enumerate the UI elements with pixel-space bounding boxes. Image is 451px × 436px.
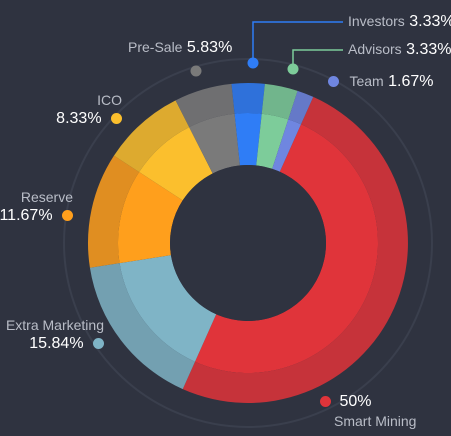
slice-outer-investors [231,83,265,114]
pre-sale-name: Pre-Sale [128,39,183,55]
ico-pct: 8.33% [56,110,102,127]
slice-outer-pre-sale [175,83,235,128]
slice-outer-advisors [261,83,298,120]
slice-inner-ico [139,127,213,201]
advisors-name: Advisors [348,41,402,57]
label-extra-marketing: Extra Marketing 15.84% [6,318,104,352]
smart-mining-pct: 50% [339,393,372,410]
advisors-dot [287,63,299,75]
advisors-leader-line [292,49,343,68]
reserve-dot [62,210,73,222]
slice-outer-smart-mining [182,96,408,403]
pre-sale-dot [190,65,202,77]
team-name: Team [349,73,384,89]
smart-mining-dot [320,396,331,408]
label-advisors: Advisors 3.33% [348,42,451,58]
investors-dot [247,57,259,69]
slice-outer-ico [113,100,190,173]
slice-inner-reserve [117,172,183,264]
slice-outer-extra-marketing [89,263,195,390]
extra-marketing-pct: 15.84% [29,335,84,352]
investors-pct: 3.33% [409,13,451,30]
outer-guide-ring [63,58,433,428]
ico-name: ICO [97,92,122,108]
team-pct: 1.67% [388,73,434,90]
slice-outer-reserve [88,155,140,268]
reserve-pct: 11.67% [0,207,53,224]
donut-hole [170,165,326,321]
team-dot [328,76,339,88]
investors-name: Investors [348,13,405,29]
extra-marketing-name: Extra Marketing [5,317,104,333]
slice-inner-pre-sale [189,113,240,174]
advisors-pct: 3.33% [406,41,451,58]
investors-leader-line [252,21,343,62]
slice-inner-advisors [256,113,289,169]
smart-mining-name: Smart Mining [334,413,417,429]
label-investors: Investors 3.33% [348,14,451,30]
slice-inner-smart-mining [194,124,379,374]
slice-inner-extra-marketing [119,255,217,362]
label-team: Team 1.67% [328,74,434,90]
label-reserve: Reserve 11.67% [0,190,73,224]
pre-sale-pct: 5.83% [186,39,233,56]
label-smart-mining: 50% Smart Mining [320,394,416,428]
label-pre-sale: Pre-Sale 5.83% [128,40,232,56]
reserve-name: Reserve [20,189,73,205]
slice-inner-team [272,119,302,172]
slice-outer-team [288,90,314,125]
extra-marketing-dot [93,338,104,350]
ico-dot [111,113,122,125]
label-ico: ICO 8.33% [56,93,122,127]
slice-inner-investors [234,113,262,166]
